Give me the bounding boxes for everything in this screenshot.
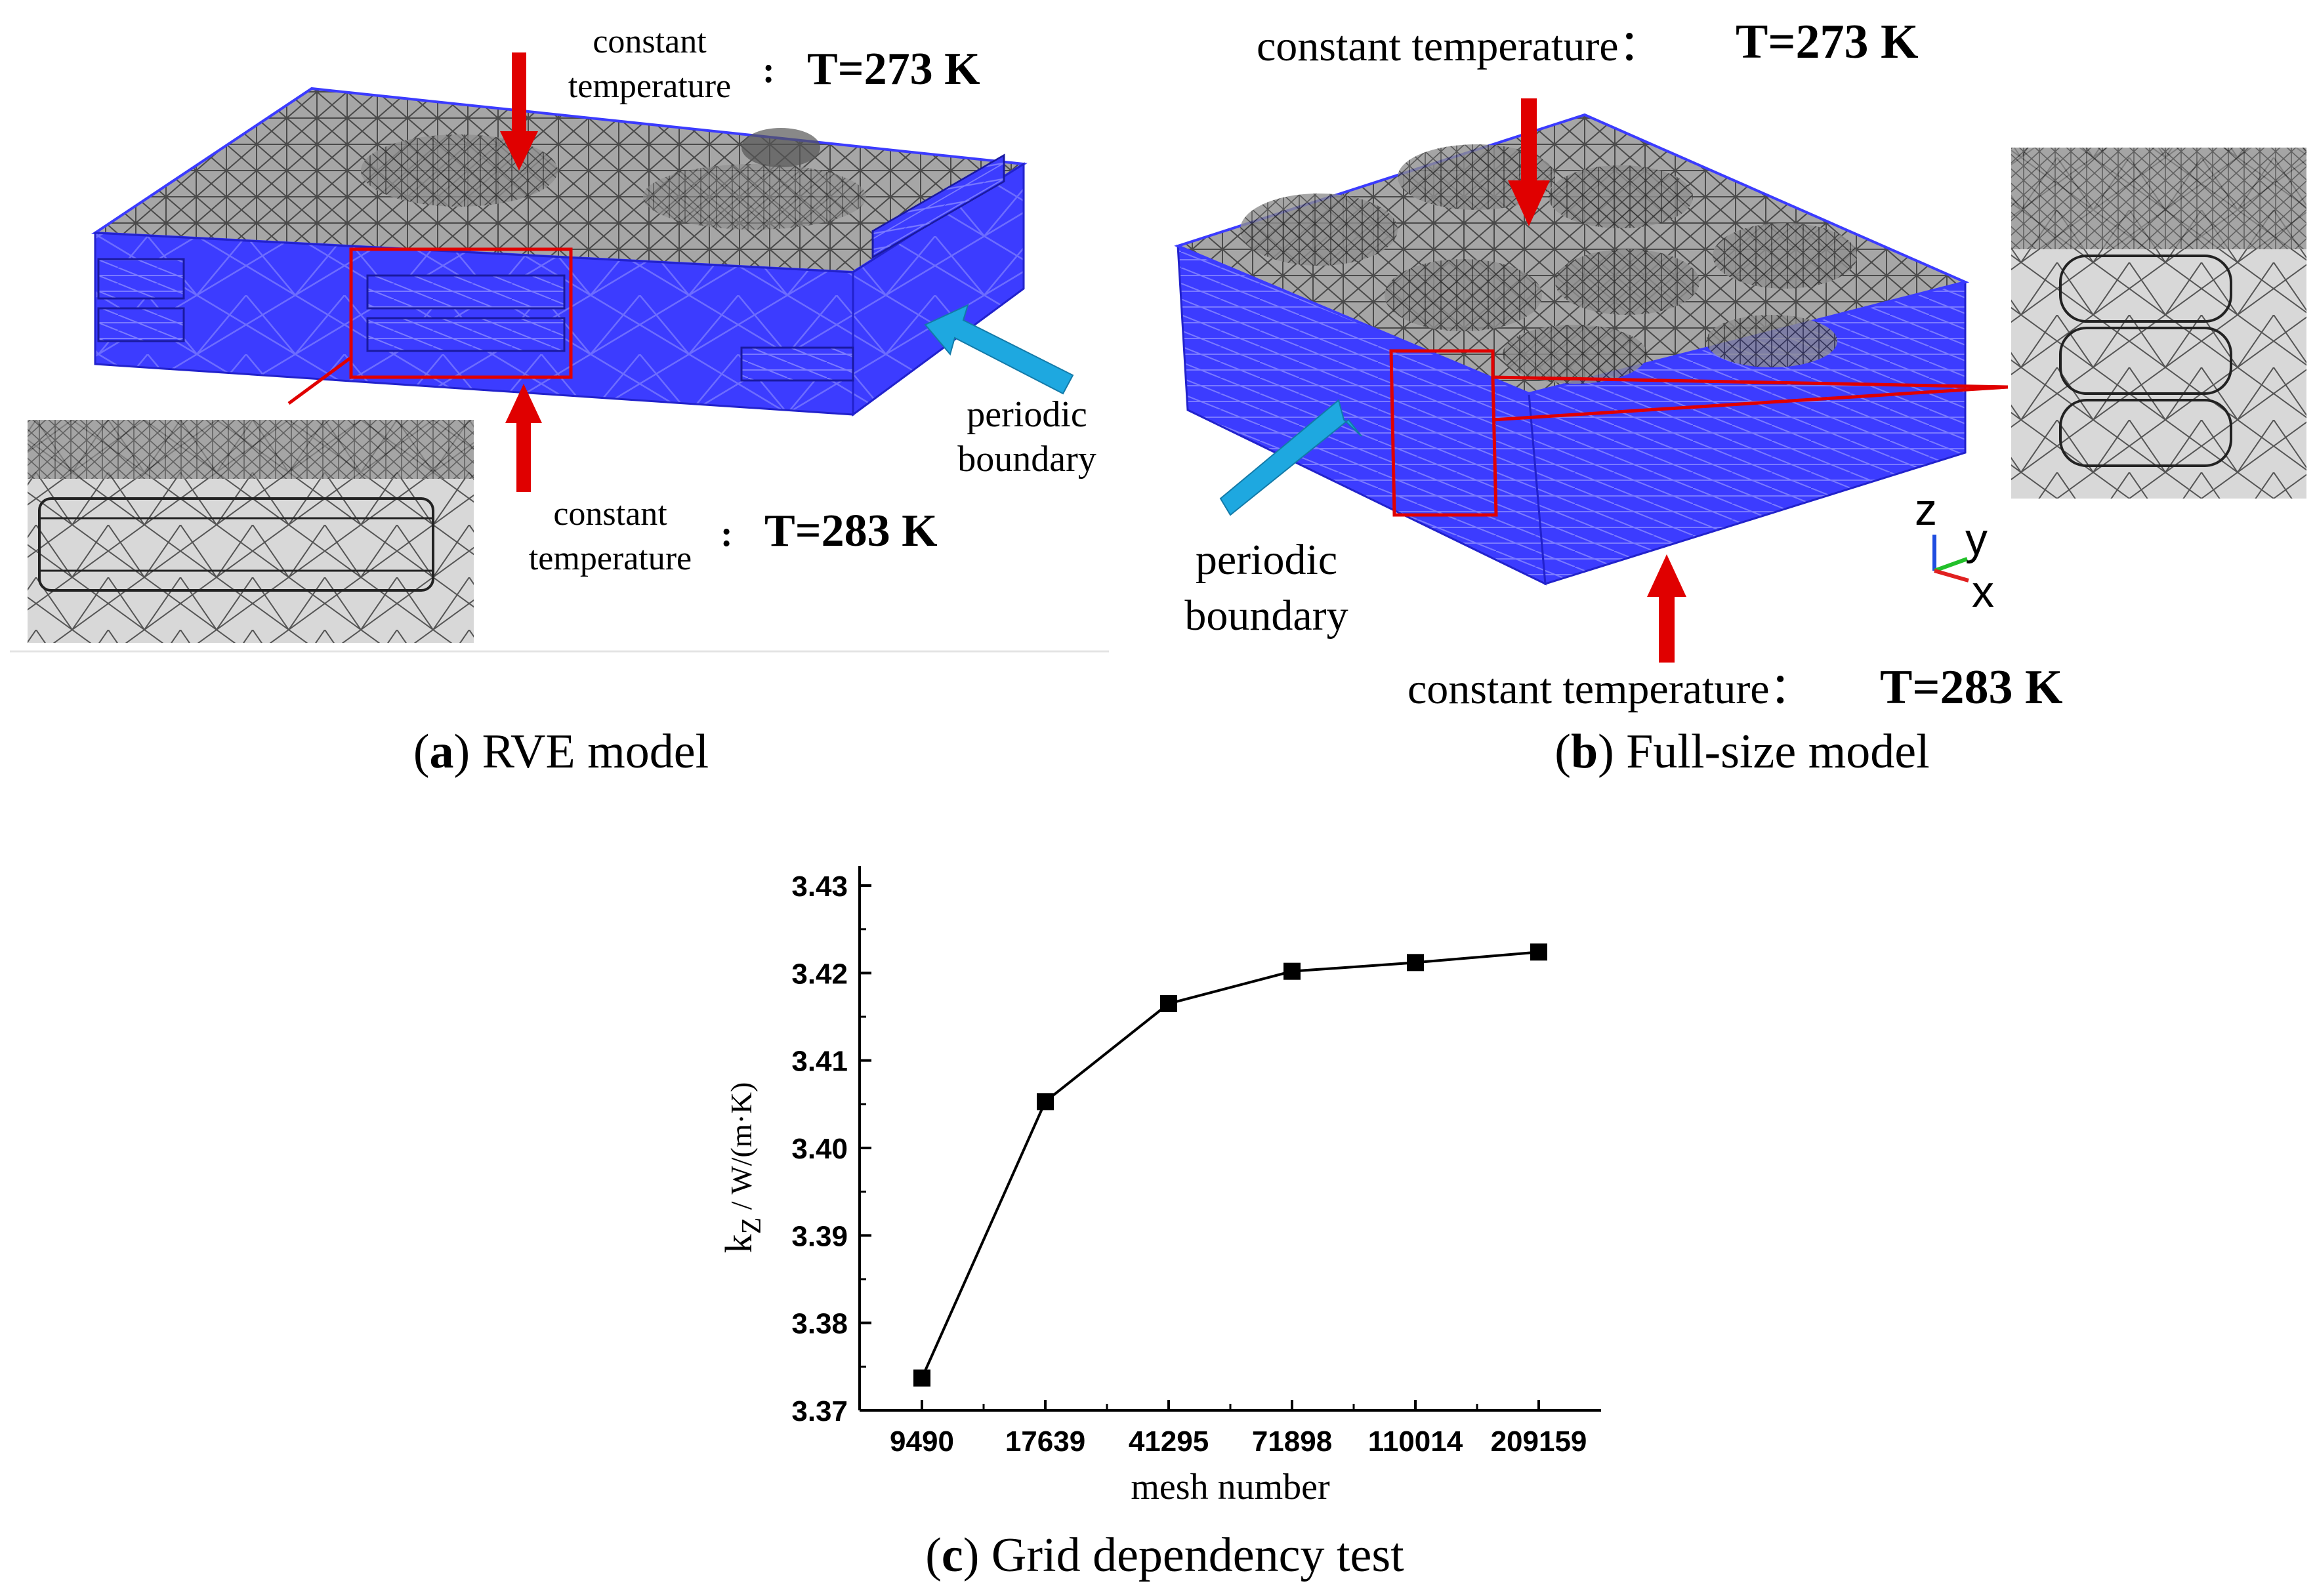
chart-y-ticks: 3.37 3.38 3.39 3.40 3.41 3.42 3.43	[791, 870, 871, 1427]
chart-y-axis-label: kZ / W/(m·K)	[717, 1082, 767, 1254]
full-top-mesh-region	[1549, 165, 1693, 228]
rve-zoom-box	[349, 247, 573, 379]
full-top-mesh-region	[1706, 315, 1837, 367]
rve-top-label-line2: temperature	[568, 68, 731, 105]
chart-y-tick-label: 3.37	[791, 1395, 848, 1427]
rve-bottom-label-line2: temperature	[529, 540, 692, 577]
full-bottom-heat-arrow	[1647, 554, 1686, 663]
full-top-temperature-value: T=273 K	[1736, 15, 1919, 69]
chart-y-tick-label: 3.38	[791, 1308, 848, 1340]
axis-z-label: z	[1915, 485, 1937, 535]
chart-data-point	[913, 1369, 930, 1387]
rve-top-temperature-value: T=273 K	[807, 44, 980, 94]
full-zoom-box	[1389, 349, 1498, 517]
chart-x-tick-label: 71898	[1252, 1425, 1332, 1458]
rve-inset-top-mesh	[28, 420, 474, 479]
chart-x-tick-label: 110014	[1368, 1425, 1463, 1458]
full-zoom-leader	[1492, 375, 2009, 389]
panel-c-grid-dependency-chart: 3.37 3.38 3.39 3.40 3.41 3.42 3.43 9490 17639 41…	[717, 866, 1601, 1582]
rve-top-label-line1: constant	[593, 23, 707, 60]
panel-b-caption: (b) Full-size model	[1554, 725, 1929, 779]
chart-x-tick-label: 209159	[1491, 1425, 1587, 1458]
full-inset-fiber	[2059, 399, 2232, 467]
full-periodic-boundary-arrow	[1219, 399, 1362, 516]
chart-data-point	[1160, 995, 1177, 1012]
rve-fiber-stripe	[366, 274, 566, 310]
full-top-mesh-region	[1555, 249, 1700, 315]
full-side-label-line2: boundary	[1184, 592, 1348, 640]
panel-c-caption: (c) Grid dependency test	[925, 1528, 1404, 1582]
chart-data-point	[1407, 954, 1424, 972]
rve-fiber-stripe	[871, 153, 1005, 259]
panel-a-caption: (a) RVE model	[413, 725, 709, 779]
rve-side-label-line1: periodic	[967, 394, 1087, 435]
chart-x-tick-label: 17639	[1005, 1425, 1085, 1458]
rve-inset-fiber	[38, 497, 434, 592]
chart-x-tick-label: 9490	[890, 1425, 954, 1458]
full-top-heat-arrow	[1508, 98, 1550, 226]
full-bottom-temperature-value: T=283 K	[1880, 661, 2063, 714]
chart-y-tick-label: 3.43	[791, 870, 848, 903]
rve-bottom-heat-arrow	[505, 384, 542, 492]
axis-x-label: x	[1972, 567, 1994, 617]
rve-fiber-stripe	[366, 317, 566, 352]
full-top-mesh-region	[1503, 325, 1647, 384]
chart-y-tick-label: 3.40	[791, 1133, 848, 1165]
rve-periodic-boundary-arrow	[924, 304, 1074, 395]
panel-b-full-size-model: z y x constant temperature： T=273 K cons…	[1174, 15, 2306, 779]
full-zoom-leader	[1492, 385, 2009, 422]
full-top-label: constant temperature：	[1257, 22, 1662, 70]
rve-top-colon: :	[762, 50, 775, 91]
chart-data-point	[1037, 1093, 1054, 1111]
full-top-mesh-region	[1240, 194, 1398, 266]
rve-top-mesh-region	[643, 164, 866, 230]
chart-series-line	[921, 951, 1539, 1379]
rve-top-mesh-region	[361, 134, 558, 207]
chart-points	[913, 943, 1547, 1387]
full-inset-fiber	[2059, 327, 2232, 395]
rve-bottom-label-line1: constant	[553, 495, 667, 533]
full-top-mesh-region	[1713, 223, 1857, 289]
rve-zoom-leader	[287, 356, 352, 405]
full-inset-top-mesh	[2011, 148, 2306, 249]
chart-data-point	[1530, 943, 1547, 961]
axis-triad	[1932, 535, 1969, 583]
rve-fiber-stripe	[97, 258, 185, 300]
rve-bottom-colon: :	[720, 514, 733, 554]
chart-y-tick-label: 3.41	[791, 1046, 848, 1078]
chart-data-point	[1283, 962, 1301, 980]
chart-series-path	[921, 951, 1539, 1379]
chart-x-ticks: 9490 17639 41295 71898 110014 209159	[890, 1400, 1587, 1458]
rve-fiber-stripe	[97, 307, 185, 342]
full-top-mesh-region	[1385, 259, 1542, 331]
full-inset-fiber	[2059, 255, 2232, 323]
rve-top-mesh-region	[741, 128, 820, 167]
rve-top-heat-arrow	[500, 52, 538, 171]
axis-y-label: y	[1965, 514, 1988, 564]
full-side-label-line1: periodic	[1196, 536, 1337, 584]
rve-side-label-line2: boundary	[957, 439, 1096, 480]
rve-bottom-temperature-value: T=283 K	[764, 506, 938, 556]
full-bottom-label: constant temperature：	[1408, 665, 1813, 713]
chart-y-tick-label: 3.42	[791, 958, 848, 990]
chart-y-tick-label: 3.39	[791, 1220, 848, 1252]
chart-axes	[858, 866, 1601, 1412]
rve-fiber-stripe	[740, 346, 854, 382]
chart-x-tick-label: 41295	[1129, 1425, 1209, 1458]
chart-x-axis-label: mesh number	[1131, 1467, 1330, 1507]
panel-a-rve-model: constant temperature : T=273 K constant …	[10, 23, 1109, 779]
